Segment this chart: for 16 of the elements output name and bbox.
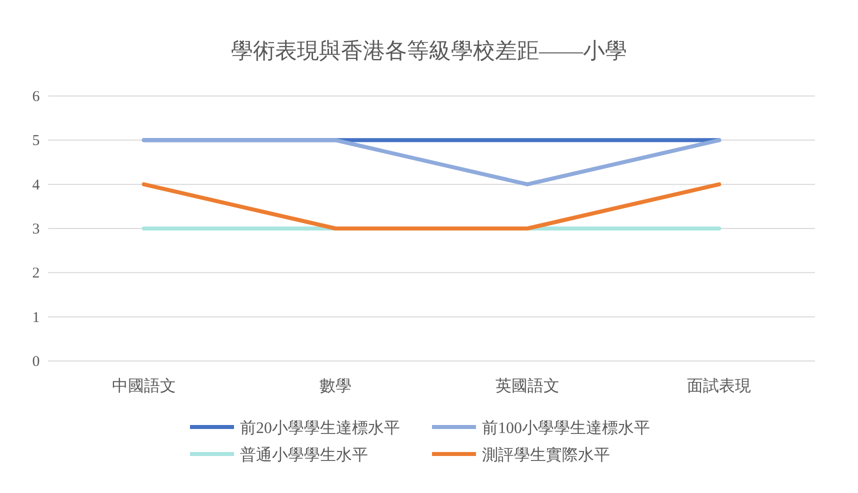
legend-label: 前20小學學生達標水平 [240,419,400,437]
x-tick-label: 英國語文 [495,377,560,395]
legend-label: 普通小學學生水平 [240,446,368,464]
legend-label: 前100小學學生達標水平 [482,419,650,437]
y-tick-label: 0 [32,354,40,370]
chart-title: 學術表現與香港各等級學校差距——小學 [231,38,627,63]
x-tick-label: 數學 [320,378,352,395]
x-tick-label: 面試表現 [687,377,752,395]
y-tick-label: 2 [32,266,40,282]
y-tick-label: 5 [32,133,40,150]
legend-label: 測評學生實際水平 [482,446,610,464]
y-tick-label: 1 [32,310,40,326]
y-tick-label: 6 [32,89,40,105]
y-tick-label: 3 [32,222,40,238]
y-tick-label: 4 [32,177,40,194]
x-tick-label: 中國語文 [112,377,176,395]
